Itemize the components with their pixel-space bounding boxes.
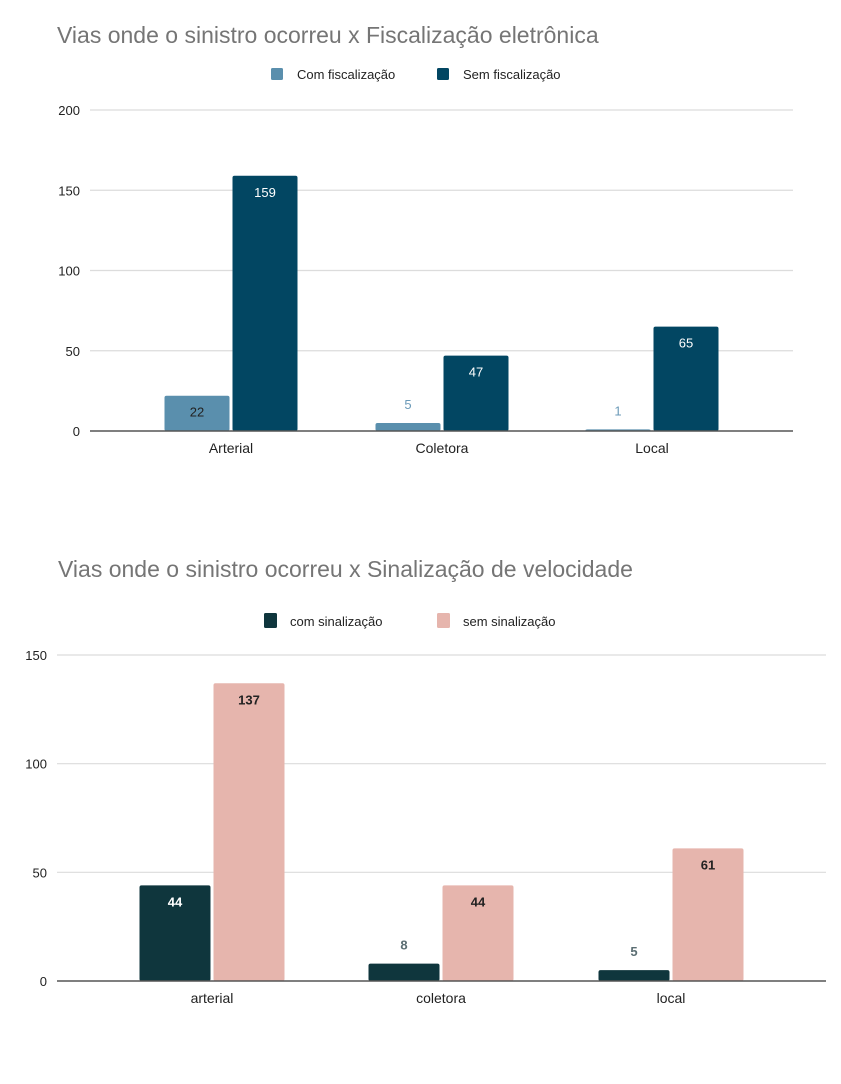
legend-label-1: sem sinalização (463, 614, 556, 629)
y-axis-ticks: 0 50 100 150 (25, 648, 47, 989)
y-tick-label: 100 (58, 264, 80, 279)
bar-sem-fiscalização-coletora[interactable] (443, 355, 509, 431)
legend-item-1[interactable]: Sem fiscalização (437, 67, 561, 82)
legend-item-0[interactable]: com sinalização (264, 613, 383, 629)
bar-com-sinalização-arterial[interactable] (139, 885, 211, 981)
chart-title: Vias onde o sinistro ocorreu x Sinalizaç… (58, 556, 633, 582)
chart-title: Vias onde o sinistro ocorreu x Fiscaliza… (57, 22, 599, 48)
gridlines (90, 109, 793, 352)
data-label: 5 (404, 397, 411, 412)
chart-fiscalizacao: Vias onde o sinistro ocorreu x Fiscaliza… (57, 22, 793, 456)
bar-sem-fiscalização-local[interactable] (653, 326, 719, 431)
bar-com-fiscalização-arterial[interactable] (164, 395, 230, 431)
gridlines (57, 654, 826, 873)
data-label: 137 (238, 692, 260, 707)
data-label: 159 (254, 185, 276, 200)
y-tick-label: 0 (73, 424, 80, 439)
x-category-label: Coletora (416, 440, 469, 456)
y-tick-label: 50 (66, 344, 80, 359)
y-tick-label: 100 (25, 757, 47, 772)
x-category-label: Local (635, 440, 668, 456)
legend-item-1[interactable]: sem sinalização (437, 613, 556, 629)
data-labels: 44 137 8 44 5 61 (168, 692, 715, 959)
data-label: 1 (614, 403, 621, 418)
legend-swatch-1 (437, 68, 449, 80)
bar-sem-sinalização-local[interactable] (672, 848, 744, 981)
legend-swatch-0 (271, 68, 283, 80)
bars (90, 175, 793, 432)
bar-com-fiscalização-coletora[interactable] (375, 422, 441, 431)
data-label: 44 (471, 894, 486, 909)
x-axis-categories: arterial coletora local (191, 990, 686, 1006)
bar-com-sinalização-coletora[interactable] (368, 963, 440, 981)
x-category-label: arterial (191, 990, 234, 1006)
x-axis-categories: Arterial Coletora Local (209, 440, 669, 456)
legend-swatch-1 (437, 613, 450, 628)
legend-swatch-0 (264, 613, 277, 628)
bar-sem-sinalização-arterial[interactable] (213, 683, 285, 981)
data-label: 47 (469, 365, 483, 380)
bar-sem-fiscalização-arterial[interactable] (232, 175, 298, 431)
y-axis-ticks: 0 50 100 150 200 (58, 103, 80, 439)
data-label: 5 (630, 944, 637, 959)
y-tick-label: 0 (40, 974, 47, 989)
y-tick-label: 150 (58, 183, 80, 198)
chart-sinalizacao: Vias onde o sinistro ocorreu x Sinalizaç… (25, 556, 826, 1006)
legend-item-0[interactable]: Com fiscalização (271, 67, 395, 82)
legend: com sinalização sem sinalização (264, 613, 556, 629)
legend-label-0: com sinalização (290, 614, 383, 629)
data-label: 44 (168, 894, 183, 909)
x-category-label: Arterial (209, 440, 253, 456)
data-label: 22 (190, 405, 204, 420)
y-tick-label: 200 (58, 103, 80, 118)
data-label: 65 (679, 336, 693, 351)
bar-sem-sinalização-coletora[interactable] (442, 885, 514, 981)
data-label: 61 (701, 857, 715, 872)
y-tick-label: 150 (25, 648, 47, 663)
x-category-label: coletora (416, 990, 466, 1006)
data-labels: 22 159 5 47 1 65 (190, 185, 693, 420)
y-tick-label: 50 (33, 865, 47, 880)
legend-label-1: Sem fiscalização (463, 67, 561, 82)
x-category-label: local (657, 990, 686, 1006)
bar-com-sinalização-local[interactable] (598, 970, 670, 981)
legend: Com fiscalização Sem fiscalização (271, 67, 561, 82)
bars (57, 683, 826, 982)
data-label: 8 (400, 938, 407, 953)
legend-label-0: Com fiscalização (297, 67, 395, 82)
